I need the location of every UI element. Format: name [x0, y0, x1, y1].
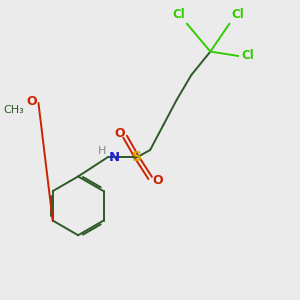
- Text: CH₃: CH₃: [3, 105, 24, 115]
- Text: N: N: [108, 151, 119, 164]
- Text: H: H: [98, 146, 106, 156]
- Text: S: S: [132, 150, 142, 164]
- Text: Cl: Cl: [231, 8, 244, 21]
- Text: O: O: [115, 127, 125, 140]
- Text: Cl: Cl: [172, 8, 185, 21]
- Text: O: O: [152, 174, 163, 188]
- Text: Cl: Cl: [242, 50, 255, 62]
- Text: O: O: [26, 95, 37, 108]
